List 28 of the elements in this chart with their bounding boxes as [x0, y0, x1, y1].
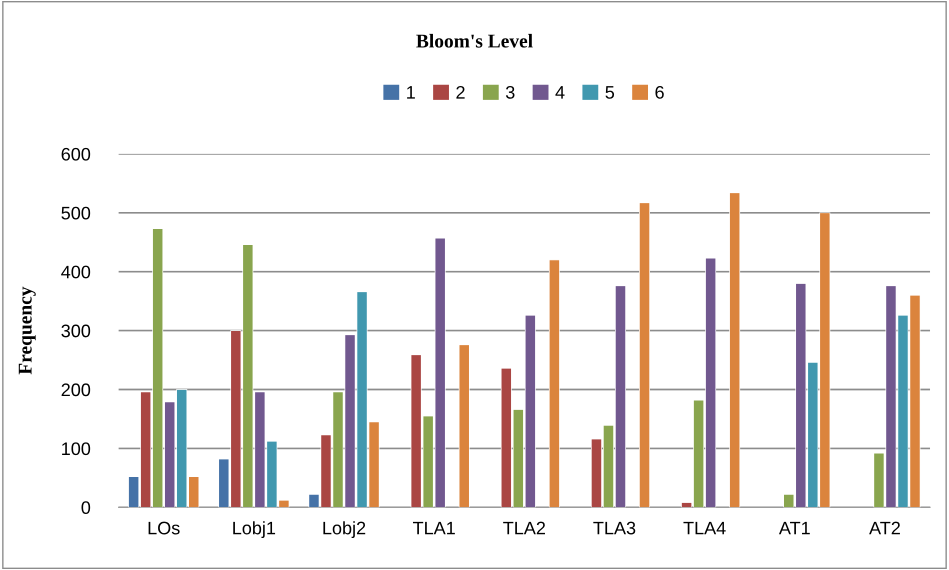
x-tick-label: AT2: [869, 522, 900, 534]
bar: [458, 344, 470, 508]
y-axis-title: Frequency: [18, 286, 36, 374]
y-tick-label: 400: [61, 266, 90, 278]
x-tick-label: TLA2: [503, 522, 545, 534]
x-tick-label: TLA1: [412, 522, 455, 534]
legend-label: 5: [606, 86, 614, 99]
y-tick-label: 0: [82, 501, 90, 514]
x-tick-label: Lobj2: [323, 521, 366, 538]
x-tick-label: TLA3: [593, 522, 636, 534]
bar: [639, 202, 650, 508]
x-tick-label: LOs: [148, 522, 180, 534]
y-tick-label: 100: [62, 442, 90, 456]
legend-label: 3: [506, 86, 514, 99]
bar: [548, 260, 560, 508]
y-tick-label: 200: [62, 383, 90, 396]
y-tick-label: 300: [61, 324, 90, 338]
x-tick-label: AT1: [778, 522, 810, 534]
legend-label: 2: [456, 86, 465, 99]
y-tick-label: 600: [62, 148, 90, 161]
y-tick-label: 500: [61, 206, 90, 220]
legend-label: 4: [555, 86, 565, 99]
x-tick-label: Lobj1: [233, 521, 276, 538]
bar: [729, 192, 740, 508]
legend-label: 1: [407, 86, 415, 99]
x-tick-label: TLA4: [683, 522, 726, 534]
legend-label: 6: [655, 86, 664, 99]
chart-title: Bloom's Level: [416, 34, 533, 48]
